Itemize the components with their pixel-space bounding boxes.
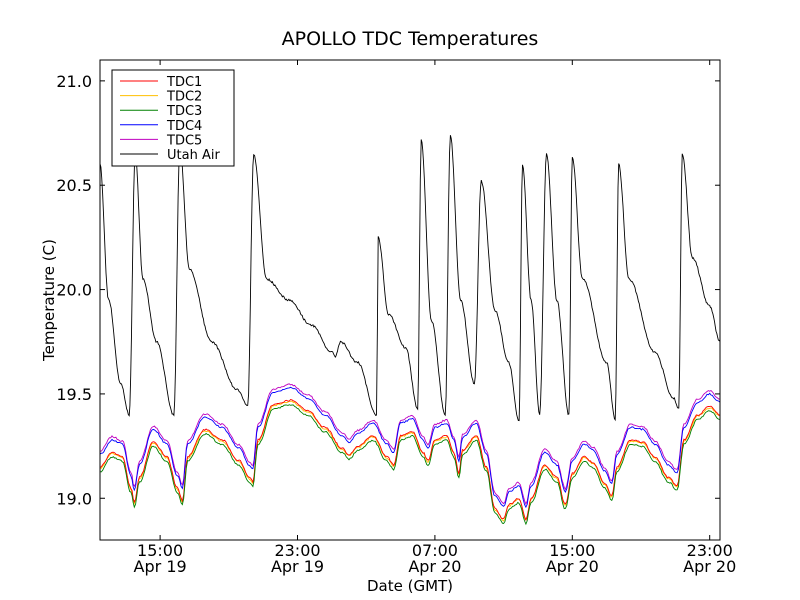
- legend-label-tdc3: TDC3: [166, 104, 202, 119]
- y-tick-label: 19.5: [56, 385, 92, 404]
- chart-title: APOLLO TDC Temperatures: [282, 28, 539, 50]
- x-tick-label-date: Apr 19: [134, 557, 187, 576]
- legend-label-tdc1: TDC1: [166, 75, 202, 90]
- legend-label-tdc2: TDC2: [166, 90, 202, 105]
- x-axis-label: Date (GMT): [367, 577, 453, 595]
- y-tick-label: 19.0: [56, 489, 92, 508]
- x-tick-label-time: 15:00: [137, 541, 183, 560]
- x-tick-label-time: 15:00: [549, 541, 595, 560]
- x-tick-label-time: 07:00: [412, 541, 458, 560]
- legend-label-tdc5: TDC5: [166, 133, 202, 148]
- series-layer: [99, 135, 721, 526]
- legend-label-tdc4: TDC4: [166, 119, 202, 134]
- y-tick-label: 20.0: [56, 281, 92, 300]
- x-tick-label-date: Apr 20: [408, 557, 461, 576]
- plot-frame: [99, 59, 721, 541]
- y-axis-label: Temperature (C): [40, 239, 58, 362]
- x-tick-label-date: Apr 20: [683, 557, 736, 576]
- series-line-tdc1: [99, 398, 721, 522]
- x-tick-label-time: 23:00: [274, 541, 320, 560]
- x-tick-label-date: Apr 20: [546, 557, 599, 576]
- y-tick-label: 21.0: [56, 72, 92, 91]
- x-tick-label-time: 23:00: [687, 541, 733, 560]
- series-line-tdc3: [99, 404, 721, 526]
- legend-label-utah-air: Utah Air: [167, 148, 220, 163]
- series-line-tdc4: [99, 386, 721, 509]
- y-tick-label: 20.5: [56, 176, 92, 195]
- series-line-utah-air: [99, 135, 721, 422]
- x-tick-label-date: Apr 19: [271, 557, 324, 576]
- legend-box: [111, 69, 235, 167]
